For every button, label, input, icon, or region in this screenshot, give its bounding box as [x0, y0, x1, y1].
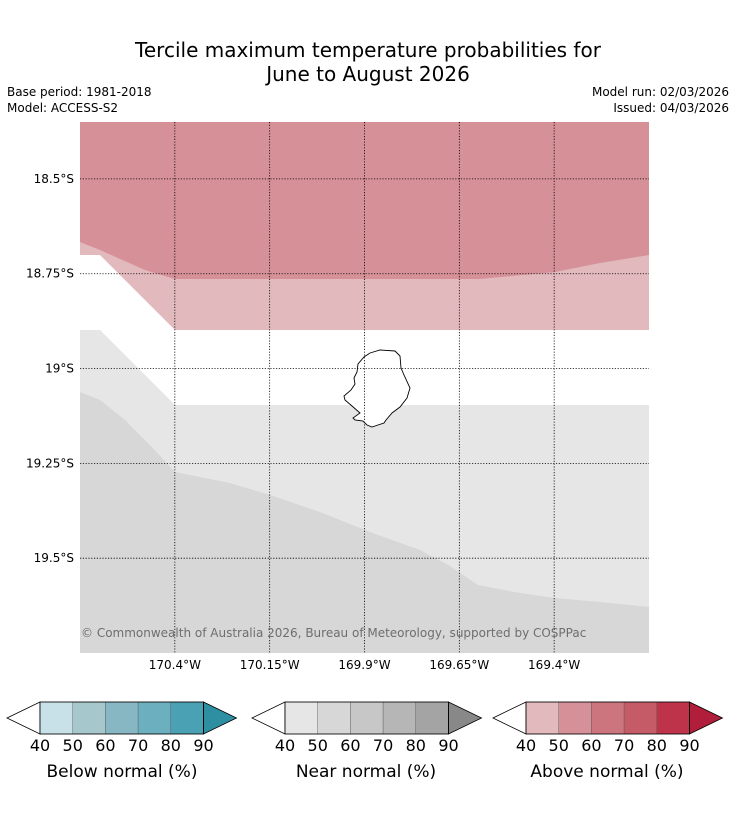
colorbar-tick-label: 90 — [438, 736, 458, 755]
colorbar-under-triangle — [492, 701, 527, 735]
map-panel — [80, 122, 649, 653]
island-niue — [343, 349, 411, 428]
colorbar-segment — [284, 701, 318, 735]
colorbar-segment — [525, 701, 559, 735]
latitude-label: 19.5°S — [34, 551, 74, 565]
meta-left: Base period: 1981-2018 Model: ACCESS-S2 — [7, 84, 152, 116]
colorbar-outline — [525, 701, 690, 735]
colorbar-tick-label: 90 — [193, 736, 213, 755]
colorbar-tick-label: 50 — [308, 736, 328, 755]
colorbar-segment — [170, 701, 204, 735]
colorbar-tick-label: 70 — [373, 736, 393, 755]
colorbar-tick-label: 80 — [161, 736, 181, 755]
graticule — [80, 122, 649, 653]
longitude-labels: 170.4°W 170.15°W 169.9°W 169.65°W 169.4°W — [149, 658, 581, 672]
colorbar-tick-label: 40 — [275, 736, 295, 755]
colorbar-segment — [656, 701, 690, 735]
model-run: Model run: 02/03/2026 — [591, 85, 729, 99]
legends: 40 50 60 70 80 90 40 50 60 70 80 90 40 50 60 70 80 90 — [6, 701, 724, 755]
meta-right: Model run: 02/03/2026 Issued: 04/03/2026 — [592, 84, 729, 116]
colorbar-segment — [591, 701, 625, 735]
latitude-label: 18.5°S — [34, 172, 74, 186]
colorbar-tick-label: 40 — [30, 736, 50, 755]
colorbar-tick-label: 40 — [516, 736, 536, 755]
colorbar-tick-label: 90 — [679, 736, 699, 755]
model-name: Model: ACCESS-S2 — [7, 101, 119, 115]
colorbar-tick-label: 60 — [340, 736, 360, 755]
colorbar-1: 40 50 60 70 80 90 — [251, 701, 483, 755]
colorbar-under-triangle — [6, 701, 41, 735]
colorbar-tick-label: 80 — [406, 736, 426, 755]
colorbar-segment — [558, 701, 592, 735]
title-line-1: Tercile maximum temperature probabilitie… — [135, 38, 601, 62]
copyright-notice: © Commonwealth of Australia 2026, Bureau… — [81, 626, 587, 640]
legend-below-label: Below normal (%) — [46, 762, 198, 782]
colorbar-segment — [317, 701, 351, 735]
latitude-label: 18.75°S — [26, 267, 74, 281]
colorbar-tick-label: 70 — [614, 736, 634, 755]
colorbar-segment — [415, 701, 449, 735]
colorbar-0: 40 50 60 70 80 90 — [6, 701, 238, 755]
colorbar-tick-label: 50 — [549, 736, 569, 755]
longitude-label: 169.65°W — [429, 658, 489, 672]
issued-date: Issued: 04/03/2026 — [613, 101, 729, 115]
longitude-label: 170.15°W — [240, 658, 300, 672]
region-near-normal-50-60 — [80, 392, 649, 653]
colorbar-over-triangle — [689, 701, 724, 735]
longitude-label: 169.9°W — [338, 658, 390, 672]
colorbar-segment — [72, 701, 106, 735]
colorbar-over-triangle — [203, 701, 238, 735]
title-line-2: June to August 2026 — [266, 62, 470, 86]
colorbar-segment — [137, 701, 172, 735]
colorbar-tick-label: 50 — [63, 736, 83, 755]
latitude-labels: 18.5°S 18.75°S 19°S 19.25°S 19.5°S — [26, 172, 74, 565]
colorbar-segment — [39, 701, 73, 735]
colorbar-segment — [382, 701, 417, 735]
latitude-label: 19.25°S — [26, 456, 74, 470]
longitude-label: 169.4°W — [528, 658, 580, 672]
chart-title: Tercile maximum temperature probabilitie… — [0, 38, 736, 86]
colorbar-outline — [284, 701, 449, 735]
longitude-label: 170.4°W — [149, 658, 201, 672]
colorbar-tick-label: 70 — [128, 736, 148, 755]
colorbar-over-triangle — [448, 701, 483, 735]
colorbar-outline — [39, 701, 204, 735]
legend-near-label: Near normal (%) — [295, 762, 437, 782]
colorbar-2: 40 50 60 70 80 90 — [492, 701, 724, 755]
base-period: Base period: 1981-2018 — [7, 85, 152, 99]
colorbar-under-triangle — [251, 701, 286, 735]
latitude-label: 19°S — [45, 362, 74, 376]
colorbar-segment — [623, 701, 657, 735]
colorbar-tick-label: 60 — [581, 736, 601, 755]
colorbar-segment — [350, 701, 384, 735]
colorbar-tick-label: 80 — [647, 736, 667, 755]
colorbar-segment — [105, 701, 139, 735]
colorbar-tick-label: 60 — [95, 736, 115, 755]
legend-above-label: Above normal (%) — [530, 762, 684, 782]
